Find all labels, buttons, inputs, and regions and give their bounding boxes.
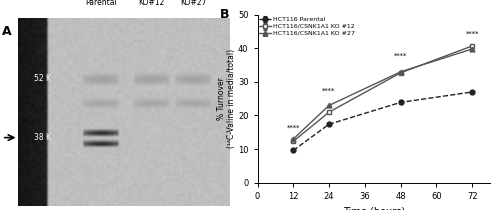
Text: A: A [2,25,12,38]
Text: 52 K: 52 K [34,74,50,83]
Text: KO#12: KO#12 [138,0,165,7]
Text: ****: **** [466,30,479,37]
Text: ****: **** [394,53,407,59]
Text: ****: **** [322,88,336,94]
Text: 38 K: 38 K [34,133,50,142]
Text: Parental: Parental [86,0,117,7]
Text: KO#27: KO#27 [180,0,206,7]
Text: B: B [220,8,230,21]
Legend: HCT116 Parental, HCT116/CSNK1A1 KO #12, HCT116/CSNK1A1 KO #27: HCT116 Parental, HCT116/CSNK1A1 KO #12, … [259,16,356,37]
X-axis label: Time (hours): Time (hours) [342,206,405,210]
Y-axis label: % Turnover
(¹⁴C-Valine in media/total): % Turnover (¹⁴C-Valine in media/total) [217,49,236,148]
Text: ****: **** [286,125,300,131]
